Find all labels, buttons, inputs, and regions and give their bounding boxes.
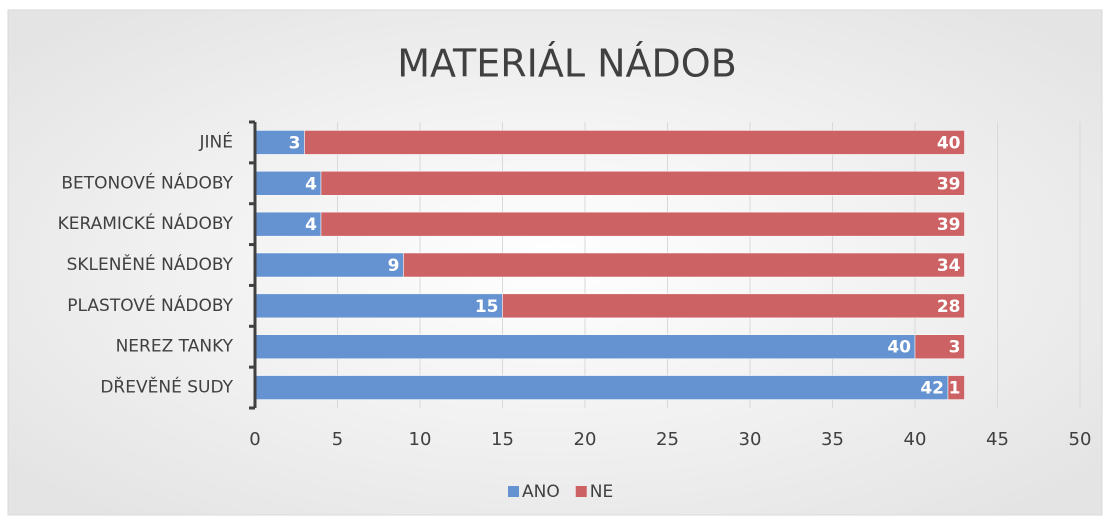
data-label: 42	[920, 379, 944, 399]
data-label: 39	[937, 215, 961, 235]
x-tick-label: 15	[491, 429, 514, 450]
y-tick-label: KERAMICKÉ NÁDOBY	[58, 212, 234, 234]
data-label: 34	[937, 256, 961, 276]
x-tick-label: 50	[1069, 429, 1092, 450]
data-label: 4	[305, 174, 317, 194]
data-label: 39	[937, 174, 961, 194]
bar-segment	[254, 130, 305, 155]
x-tick-label: 40	[904, 429, 927, 450]
y-tick-label: SKLENĚNÉ NÁDOBY	[67, 253, 234, 275]
x-tick-label: 45	[986, 429, 1009, 450]
legend-swatch	[508, 486, 519, 497]
x-tick-label: 25	[656, 429, 679, 450]
x-tick-label: 30	[739, 429, 762, 450]
bar-segment	[254, 375, 949, 400]
legend-swatch	[575, 486, 587, 497]
data-label: 15	[475, 297, 499, 317]
bar-segment	[320, 171, 965, 196]
bar-segment	[502, 293, 965, 319]
y-tick-label: PLASTOVÉ NÁDOBY	[67, 294, 233, 316]
bar-segment	[254, 334, 916, 359]
x-tick-label: 5	[332, 429, 343, 450]
data-label: 4	[305, 215, 317, 235]
data-label: 40	[887, 338, 911, 358]
legend-label: ANO	[522, 482, 560, 502]
bar-segment	[254, 252, 404, 278]
bar-segment	[403, 252, 965, 278]
data-label: 28	[937, 297, 961, 317]
x-tick-label: 35	[821, 429, 844, 450]
bar-segment	[304, 130, 965, 155]
y-tick-label: DŘEVĚNÉ SUDY	[100, 376, 233, 398]
x-tick-label: 0	[249, 429, 260, 450]
chart-title: MATERIÁL NÁDOB	[397, 42, 737, 86]
x-tick-label: 20	[574, 429, 597, 450]
data-label: 3	[289, 133, 301, 153]
data-label: 1	[949, 379, 961, 399]
x-tick-label: 10	[409, 429, 432, 450]
bar-segment	[914, 334, 965, 359]
data-label: 9	[388, 256, 400, 276]
bar-segment	[320, 211, 965, 237]
y-tick-label: JINÉ	[199, 130, 234, 152]
bar-segment	[947, 375, 965, 400]
data-label: 40	[937, 133, 961, 153]
data-label: 3	[949, 338, 961, 358]
y-tick-label: BETONOVÉ NÁDOBY	[61, 171, 233, 193]
bar-segment	[254, 211, 322, 237]
legend-label: NE	[590, 482, 613, 502]
y-tick-label: NEREZ TANKY	[116, 337, 234, 357]
bar-segment	[254, 293, 503, 319]
